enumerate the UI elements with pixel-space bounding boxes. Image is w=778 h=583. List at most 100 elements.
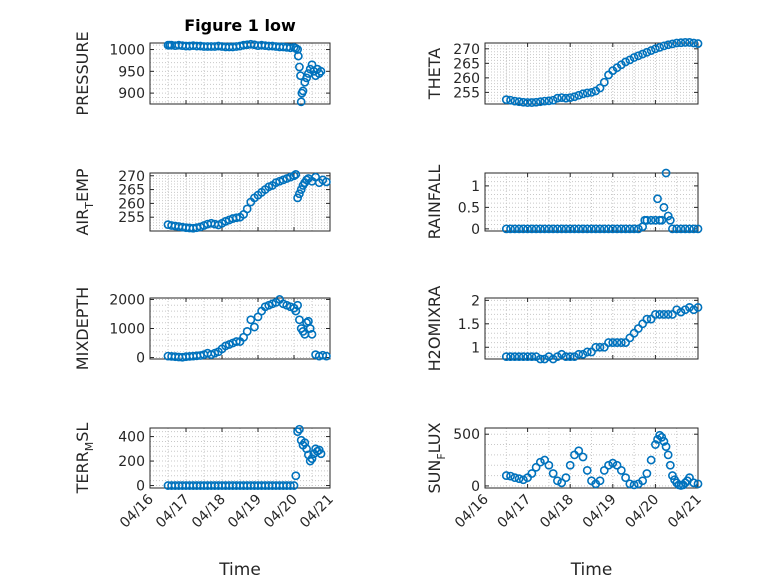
data-point (316, 66, 326, 76)
data-point (246, 315, 256, 325)
data-point (599, 77, 609, 87)
plot-area (485, 173, 698, 231)
data-point (668, 224, 677, 234)
data-point (518, 224, 528, 234)
data-point (582, 347, 592, 357)
data-point (574, 224, 584, 234)
y-axis-label: H2OMIXRA (425, 286, 444, 372)
data-point (599, 224, 609, 234)
data-point (527, 98, 537, 107)
data-point (685, 38, 694, 47)
data-point (685, 473, 694, 483)
data-point (535, 457, 545, 467)
data-point (646, 46, 656, 55)
data-point (625, 55, 635, 65)
y-tick-label: 400 (118, 430, 145, 446)
data-point (293, 51, 303, 61)
data-point (587, 87, 596, 97)
data-point (506, 352, 515, 362)
data-point (676, 307, 686, 317)
data-point (680, 478, 690, 488)
data-point (659, 310, 669, 319)
data-point (604, 460, 613, 470)
data-point (672, 224, 682, 234)
subplot-rainfall: 0 0.5 1 RAINFALL (425, 165, 703, 239)
data-point (582, 88, 592, 98)
data-point (604, 224, 613, 234)
data-point (651, 44, 660, 54)
data-point (518, 352, 528, 362)
y-axis-label: PRESSURE (73, 31, 92, 115)
data-point (307, 454, 317, 464)
data-point (657, 215, 667, 225)
data-point (612, 460, 622, 470)
data-point (291, 43, 301, 53)
data-point (294, 315, 304, 325)
data-point (642, 47, 652, 57)
data-point (294, 424, 304, 434)
data-point (689, 305, 699, 315)
data-point (685, 302, 694, 312)
y-tick-label: 1000 (109, 43, 145, 59)
y-tick-label: 0 (136, 479, 145, 495)
data-point (289, 171, 299, 181)
data-point (540, 354, 550, 364)
axes-frame (484, 427, 699, 489)
y-tick-label: 0 (471, 479, 480, 495)
data-point (625, 479, 635, 489)
data-point (294, 62, 304, 72)
data-point (249, 322, 259, 332)
subplot-sun: 0 500 04/16 04/17 04/18 04/19 04/20 04/21 SUNFLU… (425, 422, 705, 580)
data-point (291, 169, 301, 179)
data-point (616, 466, 626, 475)
data-point (523, 224, 532, 234)
y-tick-label: 265 (118, 183, 145, 199)
data-point (527, 352, 537, 362)
data-point (506, 95, 515, 105)
data-point (638, 476, 648, 486)
data-point (296, 185, 306, 194)
data-point (693, 302, 703, 312)
data-point (653, 194, 662, 204)
data-point (565, 460, 575, 470)
data-point (510, 473, 520, 483)
data-point (501, 95, 511, 105)
x-tick-label: 04/18 (537, 492, 577, 532)
data-point (616, 338, 626, 347)
data-point (527, 469, 537, 478)
y-tick-label: 1000 (109, 322, 145, 338)
data-point (672, 305, 682, 315)
data-point (665, 215, 675, 225)
data-point (553, 93, 562, 103)
data-point (548, 95, 558, 105)
data-point (553, 224, 562, 234)
data-point (231, 337, 241, 346)
data-point (661, 442, 671, 452)
y-axis-label: TERRMSL (73, 423, 96, 495)
data-point (693, 224, 703, 234)
data-point (633, 224, 643, 234)
data-point (595, 342, 605, 352)
data-point (523, 98, 532, 107)
data-point (689, 224, 699, 234)
subplot-h2omixra: 1 1.5 2 H2OMIXRA (425, 286, 703, 372)
data-point (651, 215, 660, 225)
data-point (291, 306, 301, 316)
data-point (506, 224, 515, 234)
x-tick-label: 04/19 (580, 492, 620, 532)
data-point (642, 469, 652, 478)
data-point (518, 475, 528, 485)
data-point (621, 224, 630, 234)
data-point (595, 83, 605, 93)
data-point (629, 480, 639, 490)
data-point (655, 310, 665, 319)
y-tick-label: 0.5 (458, 200, 480, 216)
data-point (548, 354, 558, 364)
data-point (689, 38, 699, 48)
data-point (676, 38, 686, 48)
data-point (553, 476, 562, 486)
data-point (659, 202, 669, 212)
data-point (510, 96, 520, 106)
